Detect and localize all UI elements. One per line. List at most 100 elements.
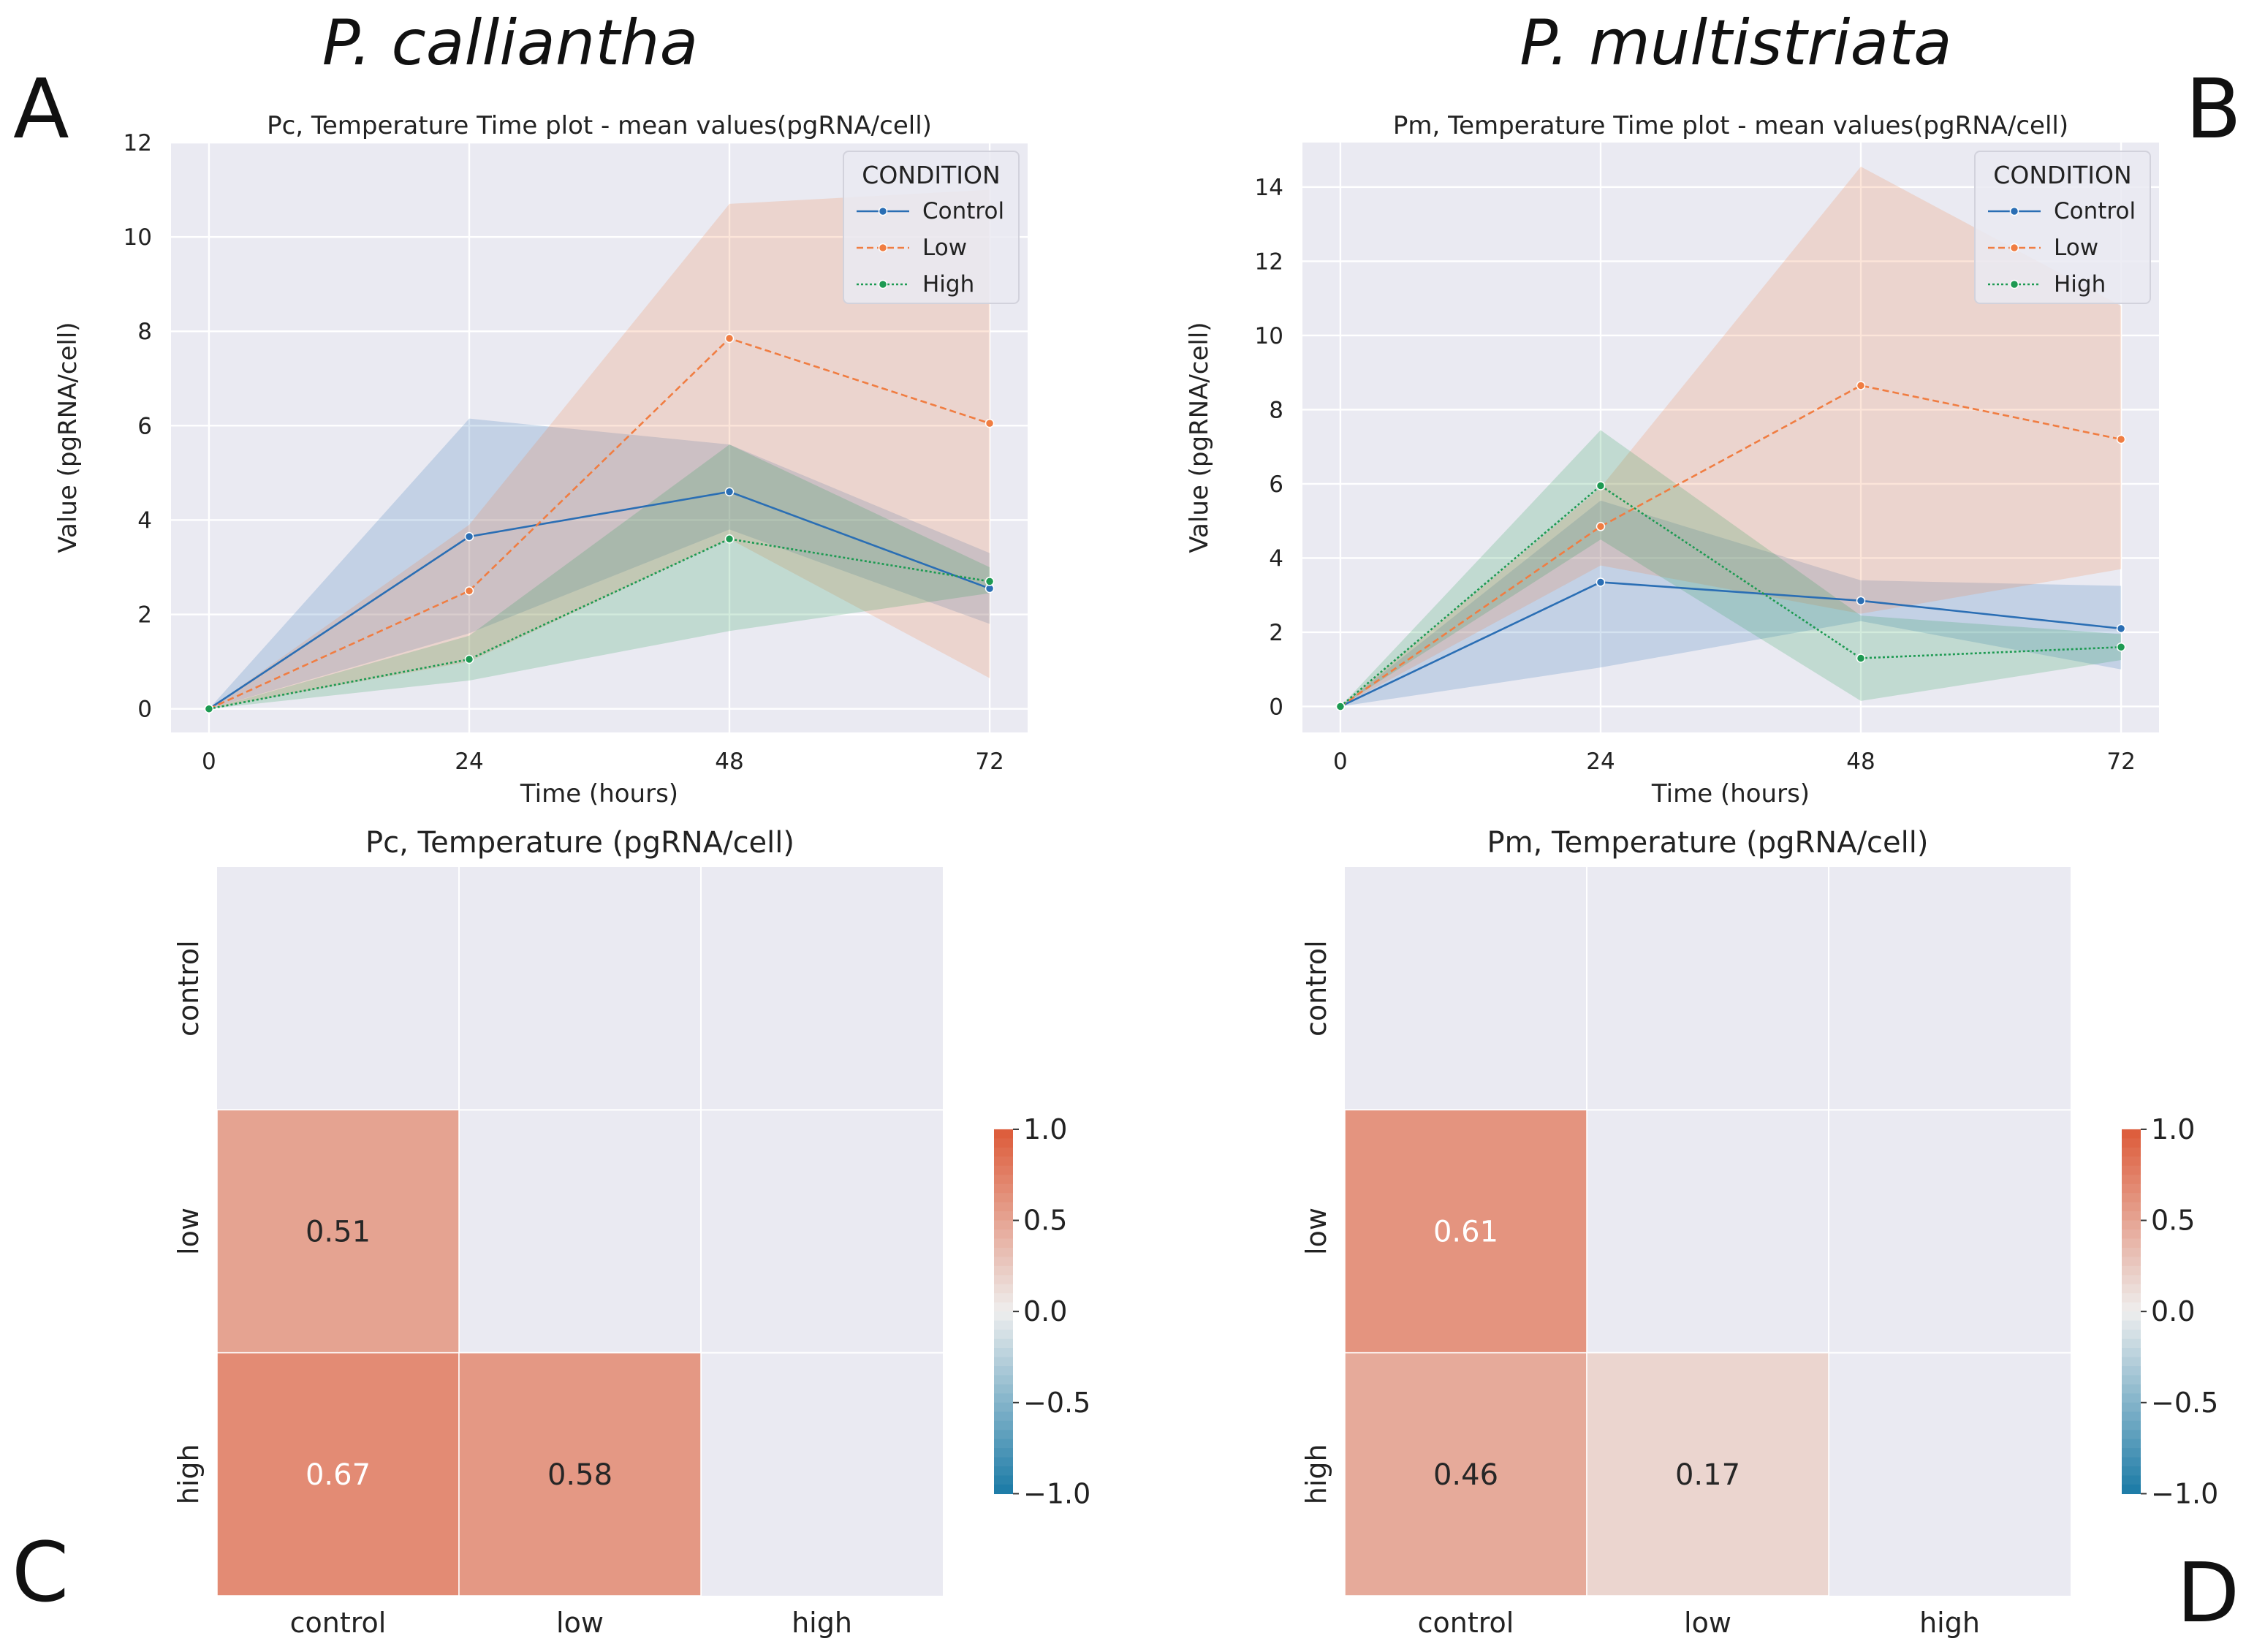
y-tick-label: 12 — [124, 130, 152, 156]
colorbar-segment — [994, 1330, 1013, 1340]
colorbar-segment — [994, 1412, 1013, 1422]
data-point-control — [1856, 596, 1866, 606]
colorbar-segment — [994, 1229, 1013, 1240]
ci-band-high — [1340, 430, 2122, 707]
series-line-control — [1340, 581, 2122, 708]
colorbar-segment — [994, 1257, 1013, 1267]
colorbar-segment — [994, 1183, 1013, 1194]
colorbar-segment — [2122, 1247, 2141, 1257]
y-axis-label: Value (pgRNA/cell) — [53, 322, 83, 553]
x-tick-label: 48 — [715, 749, 743, 775]
colorbar-segment — [994, 1311, 1013, 1322]
colorbar-segment — [994, 1420, 1013, 1431]
colorbar-segment — [2122, 1320, 2141, 1330]
colorbar-tick-label: 0.0 — [1023, 1295, 1067, 1327]
colorbar-segment — [2122, 1265, 2141, 1276]
legend-label-control: Control — [2054, 198, 2136, 224]
colorbar-segment — [994, 1129, 1013, 1139]
colorbar-segment — [994, 1457, 1013, 1467]
colorbar-segment — [2122, 1202, 2141, 1212]
cell-value-label: 0.67 — [306, 1458, 371, 1492]
data-point-low — [464, 586, 474, 596]
y-tick-label: 6 — [1269, 471, 1283, 498]
y-axis-label: Value (pgRNA/cell) — [1185, 322, 1214, 553]
y-tick-label: 10 — [124, 224, 152, 251]
colorbar-segment — [994, 1211, 1013, 1221]
colorbar-segment — [994, 1384, 1013, 1394]
colorbar-segment — [2122, 1175, 2141, 1185]
colorbar-segment — [994, 1320, 1013, 1330]
colorbar-tick-label: 0.5 — [1023, 1205, 1067, 1237]
legend-label-control: Control — [922, 198, 1004, 224]
colorbar-tick-label: 0.5 — [2151, 1205, 2195, 1237]
colorbar-segment — [2122, 1138, 2141, 1148]
colorbar-segment — [2122, 1257, 2141, 1267]
y-tick-label: 10 — [1255, 323, 1283, 349]
colorbar-segment — [994, 1475, 1013, 1485]
y-tick-label: 12 — [1255, 249, 1283, 275]
colorbar-segment — [994, 1402, 1013, 1412]
colorbar-segment — [994, 1484, 1013, 1495]
y-tick-label: 14 — [1255, 175, 1283, 201]
cell-value-label: 0.46 — [1433, 1458, 1498, 1492]
y-tick-label: 2 — [137, 602, 152, 629]
data-point-low — [724, 333, 735, 344]
species-title-left: P. calliantha — [322, 7, 699, 80]
colorbar-segment — [994, 1138, 1013, 1148]
colorbar-segment — [2122, 1457, 2141, 1467]
colorbar-segment — [2122, 1384, 2141, 1394]
ci-band-high — [208, 444, 990, 709]
colorbar-segment — [994, 1265, 1013, 1276]
legend-marker-high — [2009, 279, 2019, 289]
legend-title: CONDITION — [862, 161, 1000, 189]
chart-title: Pc, Temperature (pgRNA/cell) — [365, 826, 794, 860]
x-tick-label: 72 — [2106, 749, 2135, 775]
legend-label-high: High — [922, 271, 974, 298]
colorbar-segment — [2122, 1293, 2141, 1303]
data-point-high — [1856, 653, 1866, 663]
colorbar-segment — [2122, 1238, 2141, 1249]
heatmap-cell — [1344, 1109, 1587, 1354]
colorbar-segment — [2122, 1430, 2141, 1440]
colorbar-segment — [2122, 1365, 2141, 1376]
heatmap-cell — [1344, 1352, 1587, 1596]
colorbar-segment — [2122, 1330, 2141, 1340]
colorbar-segment — [994, 1165, 1013, 1175]
colorbar-segment — [994, 1466, 1013, 1477]
data-point-low — [1596, 522, 1606, 531]
legend-label-low: Low — [2054, 235, 2098, 261]
x-tick-label: control — [1418, 1607, 1514, 1639]
y-tick-label: control — [1300, 940, 1332, 1037]
colorbar-segment — [2122, 1348, 2141, 1358]
colorbar-segment — [994, 1365, 1013, 1376]
colorbar-segment — [994, 1375, 1013, 1385]
y-tick-label: high — [172, 1444, 205, 1504]
colorbar-segment — [2122, 1275, 2141, 1285]
colorbar-segment — [2122, 1475, 2141, 1485]
cell-value-label: 0.61 — [1433, 1216, 1498, 1249]
colorbar-tick-label: −0.5 — [1023, 1387, 1090, 1419]
legend-title: CONDITION — [1993, 161, 2131, 189]
colorbar-segment — [994, 1430, 1013, 1440]
series-line-high — [208, 537, 990, 710]
data-point-high — [1335, 702, 1346, 711]
x-tick-label: low — [1684, 1607, 1731, 1639]
data-point-control — [724, 487, 735, 496]
colorbar-segment — [2122, 1211, 2141, 1221]
colorbar-segment — [2122, 1220, 2141, 1230]
heatmap-cell — [458, 1352, 702, 1596]
colorbar-segment — [2122, 1302, 2141, 1312]
species-title-right: P. multistriata — [1520, 7, 1951, 80]
y-tick-label: 4 — [1269, 545, 1283, 572]
legend-marker-control — [878, 206, 888, 216]
colorbar-segment — [2122, 1402, 2141, 1412]
x-tick-label: 72 — [975, 749, 1004, 775]
colorbar-segment — [994, 1348, 1013, 1358]
colorbar-tick-label: −1.0 — [2151, 1477, 2218, 1509]
data-point-control — [464, 531, 474, 542]
cell-value-label: 0.51 — [306, 1216, 371, 1249]
y-tick-label: 2 — [1269, 620, 1283, 646]
x-tick-label: low — [556, 1607, 604, 1639]
data-point-high — [204, 704, 214, 713]
